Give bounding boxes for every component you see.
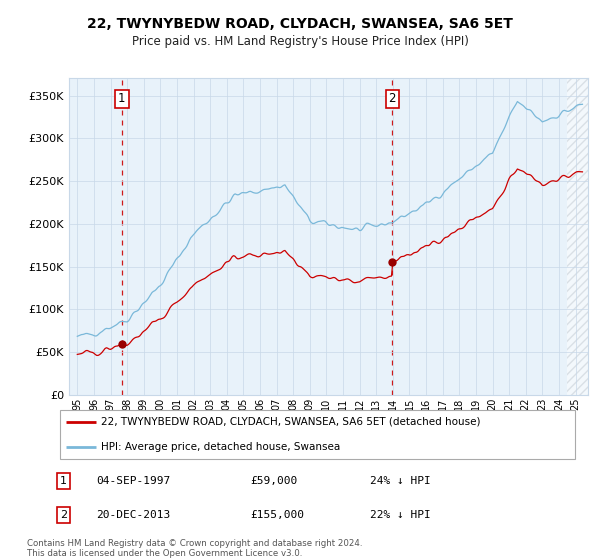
FancyBboxPatch shape xyxy=(59,410,575,459)
Text: 22, TWYNYBEDW ROAD, CLYDACH, SWANSEA, SA6 5ET (detached house): 22, TWYNYBEDW ROAD, CLYDACH, SWANSEA, SA… xyxy=(101,417,481,427)
Text: Contains HM Land Registry data © Crown copyright and database right 2024.
This d: Contains HM Land Registry data © Crown c… xyxy=(27,539,362,558)
Text: 1: 1 xyxy=(60,476,67,486)
Text: £59,000: £59,000 xyxy=(250,476,298,486)
Text: Price paid vs. HM Land Registry's House Price Index (HPI): Price paid vs. HM Land Registry's House … xyxy=(131,35,469,48)
Text: 22, TWYNYBEDW ROAD, CLYDACH, SWANSEA, SA6 5ET: 22, TWYNYBEDW ROAD, CLYDACH, SWANSEA, SA… xyxy=(87,16,513,30)
Text: 22% ↓ HPI: 22% ↓ HPI xyxy=(370,510,431,520)
Text: 2: 2 xyxy=(389,92,396,105)
Text: HPI: Average price, detached house, Swansea: HPI: Average price, detached house, Swan… xyxy=(101,442,341,451)
Bar xyxy=(567,78,588,395)
Text: 04-SEP-1997: 04-SEP-1997 xyxy=(96,476,170,486)
Text: 1: 1 xyxy=(118,92,125,105)
Text: £155,000: £155,000 xyxy=(250,510,304,520)
Text: 2: 2 xyxy=(60,510,67,520)
Text: 20-DEC-2013: 20-DEC-2013 xyxy=(96,510,170,520)
Text: 24% ↓ HPI: 24% ↓ HPI xyxy=(370,476,431,486)
